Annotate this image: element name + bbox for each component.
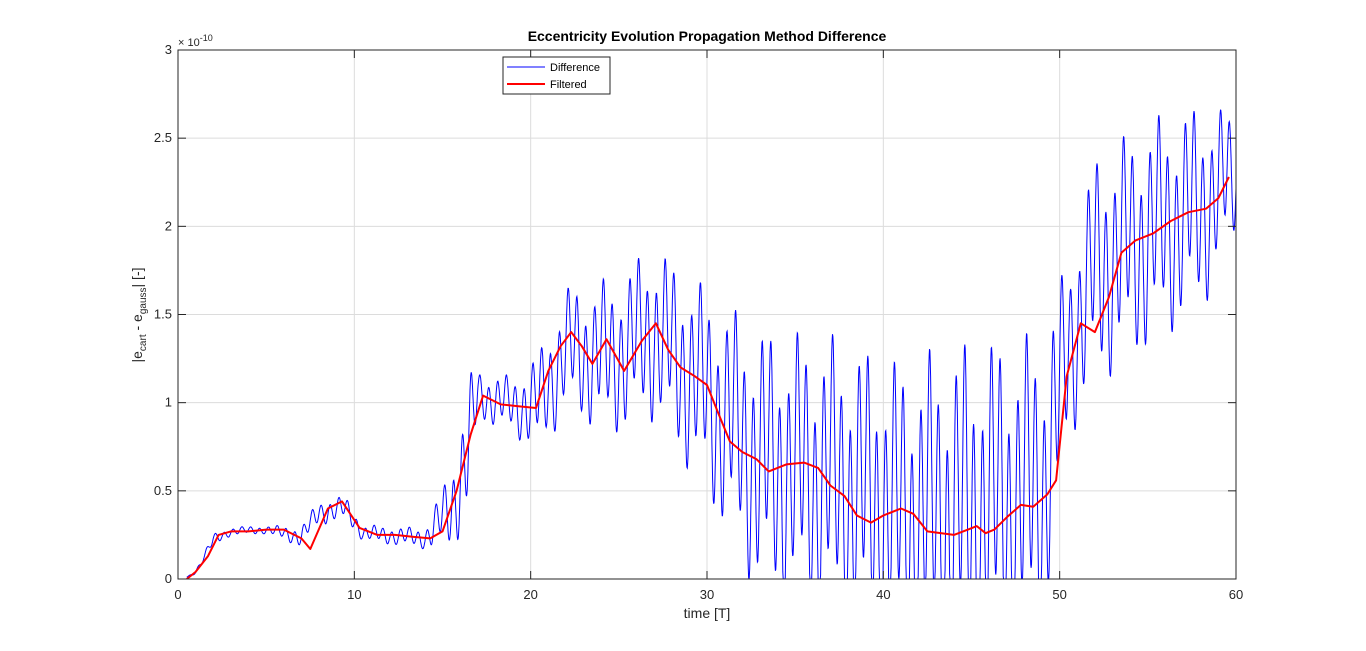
- y-tick-label: 0.5: [154, 483, 172, 498]
- x-tick-label: 60: [1229, 587, 1243, 602]
- legend-label-filtered: Filtered: [550, 79, 587, 91]
- legend-box: [502, 56, 611, 95]
- x-tick-label: 30: [700, 587, 714, 602]
- y-tick-label: 3: [165, 42, 172, 57]
- y-exponent-label: × 10-10: [178, 33, 213, 49]
- x-axis-label: time [T]: [684, 605, 731, 621]
- y-tick-label: 1: [165, 395, 172, 410]
- y-label-prefix: |e: [129, 351, 145, 363]
- y-exponent-power: -10: [200, 33, 213, 43]
- y-tick-label: 2: [165, 218, 172, 233]
- legend: Difference Filtered: [502, 56, 611, 95]
- y-label-sub2: gauss: [138, 287, 149, 314]
- x-tick-label: 40: [876, 587, 890, 602]
- x-tick-label: 10: [347, 587, 361, 602]
- x-axis-ticks: 0 10 20 30 40 50 60: [174, 50, 1243, 602]
- y-axis-label: |ecart - egauss| [-]: [129, 268, 149, 363]
- y-tick-label: 1.5: [154, 307, 172, 322]
- legend-label-difference: Difference: [550, 62, 600, 74]
- y-axis-ticks: 0 0.5 1 1.5 2 2.5 3: [154, 42, 1236, 586]
- x-tick-label: 0: [174, 587, 181, 602]
- x-tick-label: 50: [1052, 587, 1066, 602]
- x-tick-label: 20: [523, 587, 537, 602]
- y-tick-label: 2.5: [154, 130, 172, 145]
- series-difference-line: [186, 109, 1236, 579]
- series-filtered-line: [186, 176, 1230, 579]
- y-tick-label: 0: [165, 571, 172, 586]
- y-label-suffix: | [-]: [129, 268, 145, 288]
- series-layer: [186, 109, 1236, 579]
- y-label-middle: - e: [129, 314, 145, 334]
- y-label-sub1: cart: [138, 334, 149, 351]
- chart-title: Eccentricity Evolution Propagation Metho…: [528, 28, 887, 44]
- y-exponent-base: × 10: [178, 37, 200, 49]
